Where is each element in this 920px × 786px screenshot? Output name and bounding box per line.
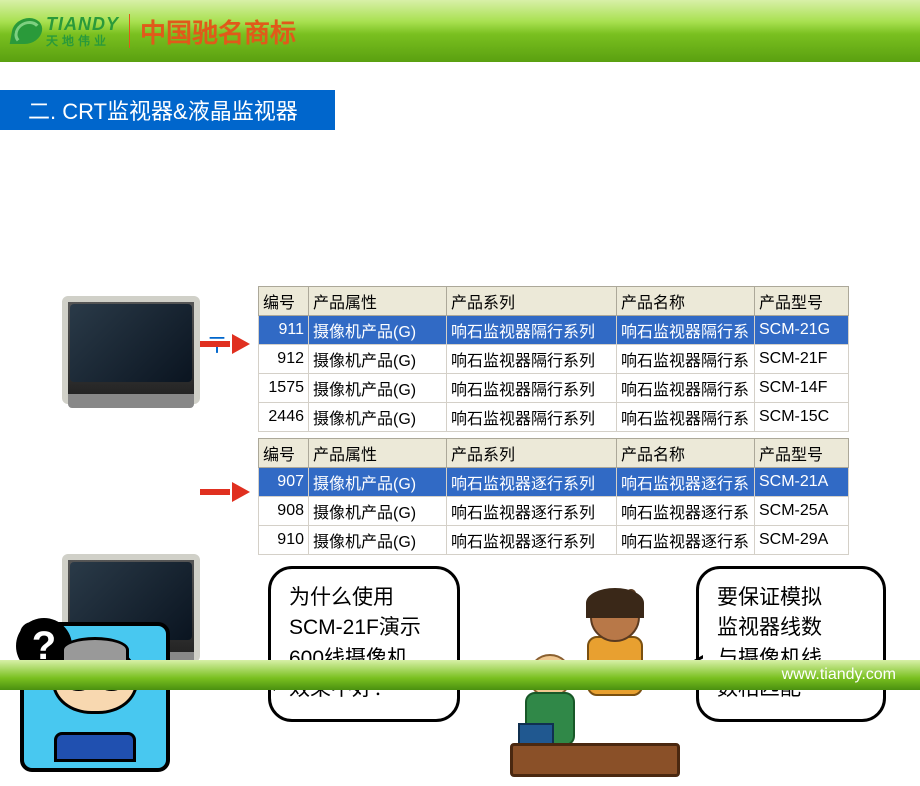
logo-text: TIANDY 天地伟业 (46, 15, 119, 47)
confused-person-icon: ? (20, 622, 170, 772)
table-cell: 摄像机产品(G) (309, 316, 447, 345)
table-cell: SCM-29A (755, 526, 849, 555)
table-row[interactable]: 2446摄像机产品(G)响石监视器隔行系列响石监视器隔行系SCM-15C (259, 403, 849, 432)
table-header-cell: 编号 (259, 287, 309, 316)
table-cell: 响石监视器隔行系列 (447, 316, 617, 345)
table-cell: 响石监视器逐行系 (617, 526, 755, 555)
table-cell: 摄像机产品(G) (309, 497, 447, 526)
header-bar: TIANDY 天地伟业 中国驰名商标 (0, 0, 920, 62)
brand-slogan: 中国驰名商标 (140, 13, 296, 50)
red-arrow-b-icon (200, 486, 250, 498)
table-header-row: 编号产品属性产品系列产品名称产品型号 (259, 439, 849, 468)
table-header-cell: 产品型号 (755, 439, 849, 468)
table-cell: 摄像机产品(G) (309, 345, 447, 374)
table-cell: 1575 (259, 374, 309, 403)
table-cell: 响石监视器逐行系列 (447, 468, 617, 497)
table-row[interactable]: 911摄像机产品(G)响石监视器隔行系列响石监视器隔行系SCM-21G (259, 316, 849, 345)
table-row[interactable]: 912摄像机产品(G)响石监视器隔行系列响石监视器隔行系SCM-21F (259, 345, 849, 374)
bubble-line: SCM-21F演示 (289, 613, 439, 643)
table-cell: 摄像机产品(G) (309, 403, 447, 432)
table-cell: 响石监视器逐行系 (617, 497, 755, 526)
table-cell: 响石监视器隔行系列 (447, 374, 617, 403)
table-cell: SCM-25A (755, 497, 849, 526)
table-header-cell: 产品名称 (617, 287, 755, 316)
speech-bubble-question: 为什么使用SCM-21F演示600线摄像机效果不好？ (268, 566, 460, 722)
table-cell: 响石监视器逐行系 (617, 468, 755, 497)
table-cell: SCM-15C (755, 403, 849, 432)
product-table-b: 编号产品属性产品系列产品名称产品型号 907摄像机产品(G)响石监视器逐行系列响… (258, 438, 849, 555)
table-header-cell: 编号 (259, 439, 309, 468)
bubble-line: 监视器线数 (717, 613, 865, 643)
table-cell: 摄像机产品(G) (309, 526, 447, 555)
product-table-a: 编号产品属性产品系列产品名称产品型号 911摄像机产品(G)响石监视器隔行系列响… (258, 286, 849, 432)
content-area: 〒 编号产品属性产品系列产品名称产品型号 911摄像机产品(G)响石监视器隔行系… (0, 130, 920, 346)
table-cell: SCM-14F (755, 374, 849, 403)
table-cell: 2446 (259, 403, 309, 432)
table-cell: 911 (259, 316, 309, 345)
red-arrow-a-icon (200, 338, 250, 350)
table-header-row: 编号产品属性产品系列产品名称产品型号 (259, 287, 849, 316)
bubble-line: 要保证模拟 (717, 583, 865, 613)
table-cell: 响石监视器隔行系列 (447, 403, 617, 432)
table-cell: 响石监视器逐行系列 (447, 497, 617, 526)
table-row[interactable]: 1575摄像机产品(G)响石监视器隔行系列响石监视器隔行系SCM-14F (259, 374, 849, 403)
logo-english: TIANDY (46, 15, 119, 33)
table-cell: 907 (259, 468, 309, 497)
logo: TIANDY 天地伟业 (12, 15, 119, 47)
header-divider (129, 14, 130, 48)
table-cell: 响石监视器隔行系 (617, 345, 755, 374)
footer-url: www.tiandy.com (782, 666, 896, 684)
bubble-line: 为什么使用 (289, 583, 439, 613)
table-cell: 摄像机产品(G) (309, 374, 447, 403)
logo-chinese: 天地伟业 (46, 35, 119, 47)
table-header-cell: 产品属性 (309, 439, 447, 468)
table-header-cell: 产品系列 (447, 439, 617, 468)
section-title: 二. CRT监视器&液晶监视器 (0, 90, 335, 130)
table-header-cell: 产品系列 (447, 287, 617, 316)
table-cell: 910 (259, 526, 309, 555)
table-row[interactable]: 910摄像机产品(G)响石监视器逐行系列响石监视器逐行系SCM-29A (259, 526, 849, 555)
table-cell: SCM-21F (755, 345, 849, 374)
table-cell: 响石监视器隔行系列 (447, 345, 617, 374)
table-header-cell: 产品名称 (617, 439, 755, 468)
table-cell: 响石监视器逐行系列 (447, 526, 617, 555)
table-cell: SCM-21G (755, 316, 849, 345)
table-cell: 912 (259, 345, 309, 374)
table-cell: 响石监视器隔行系 (617, 374, 755, 403)
crt-monitor-image-a (62, 296, 200, 404)
footer-bar: www.tiandy.com (0, 660, 920, 690)
table-cell: SCM-21A (755, 468, 849, 497)
table-row[interactable]: 908摄像机产品(G)响石监视器逐行系列响石监视器逐行系SCM-25A (259, 497, 849, 526)
desk-icon (510, 743, 680, 777)
speech-bubble-answer: 要保证模拟监视器线数与摄像机线数相匹配 (696, 566, 886, 722)
table-cell: 响石监视器隔行系 (617, 403, 755, 432)
table-header-cell: 产品属性 (309, 287, 447, 316)
table-cell: 摄像机产品(G) (309, 468, 447, 497)
person-collar (54, 732, 136, 762)
table-row[interactable]: 907摄像机产品(G)响石监视器逐行系列响石监视器逐行系SCM-21A (259, 468, 849, 497)
table-cell: 响石监视器隔行系 (617, 316, 755, 345)
table-header-cell: 产品型号 (755, 287, 849, 316)
table-cell: 908 (259, 497, 309, 526)
logo-swoosh-icon (10, 18, 45, 44)
